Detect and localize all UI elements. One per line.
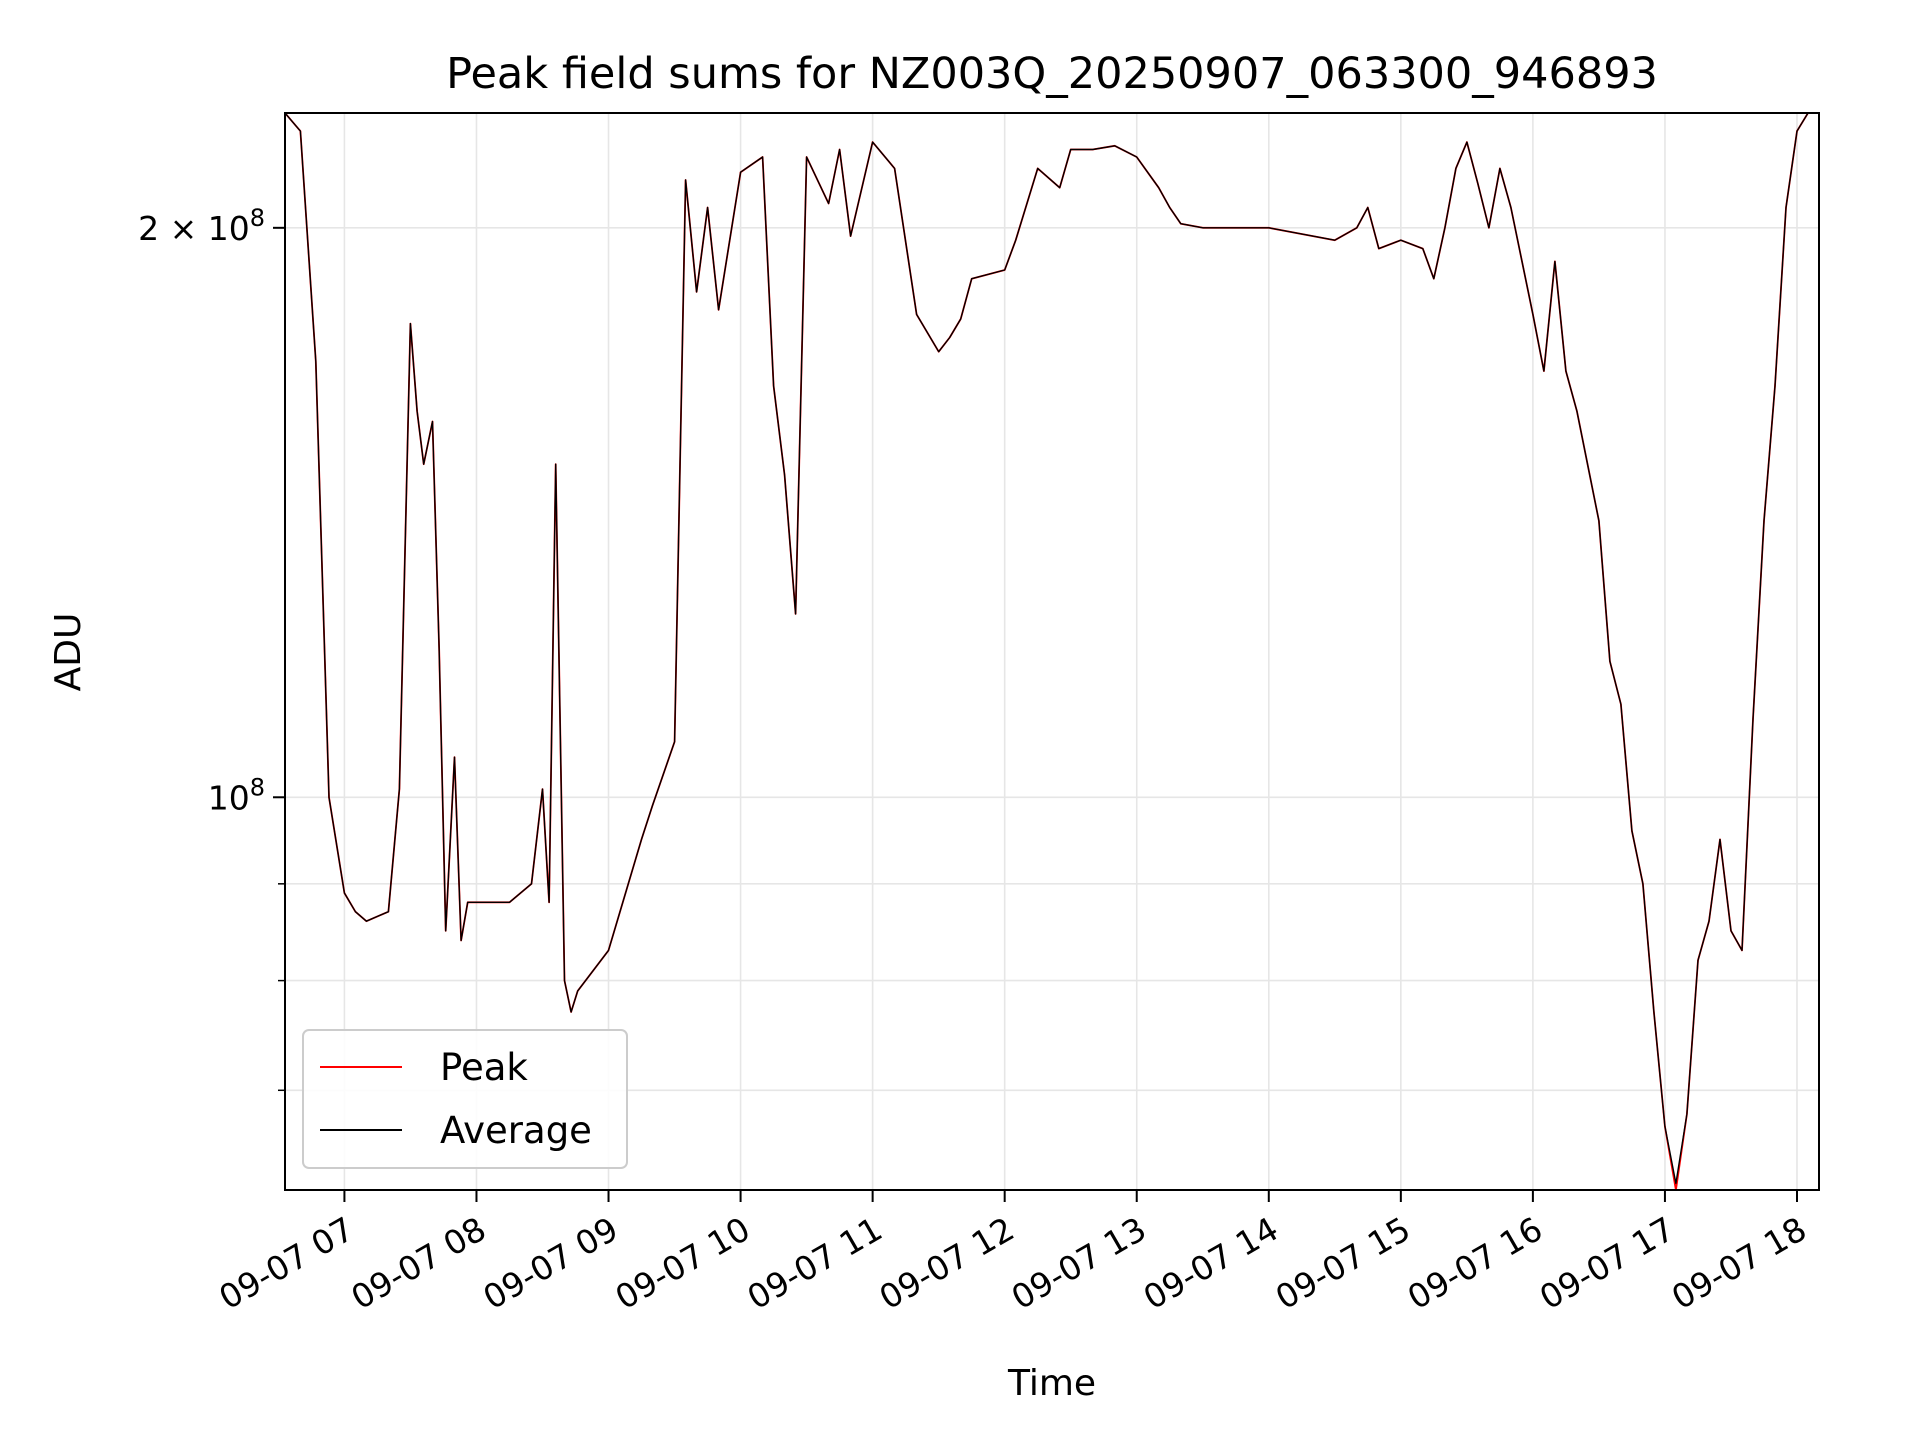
legend-average-label: Average xyxy=(440,1109,592,1152)
series-average-line xyxy=(285,113,1819,1185)
chart-title: Peak field sums for NZ003Q_20250907_0633… xyxy=(446,49,1658,99)
y-tick-label: 2 × 108 xyxy=(138,204,265,248)
plot-area xyxy=(285,113,1819,1190)
y-axis: 108 2 × 108 xyxy=(138,204,285,1092)
grid-lines xyxy=(285,113,1819,1190)
legend-box xyxy=(302,1029,628,1169)
y-axis-label: ADU xyxy=(48,613,89,692)
y-tick-label: 108 xyxy=(208,773,265,817)
plot-frame xyxy=(284,112,1820,1191)
legend: Peak Average xyxy=(302,1029,628,1169)
legend-peak-label: Peak xyxy=(440,1046,528,1089)
x-axis-label: Time xyxy=(1007,1363,1096,1404)
